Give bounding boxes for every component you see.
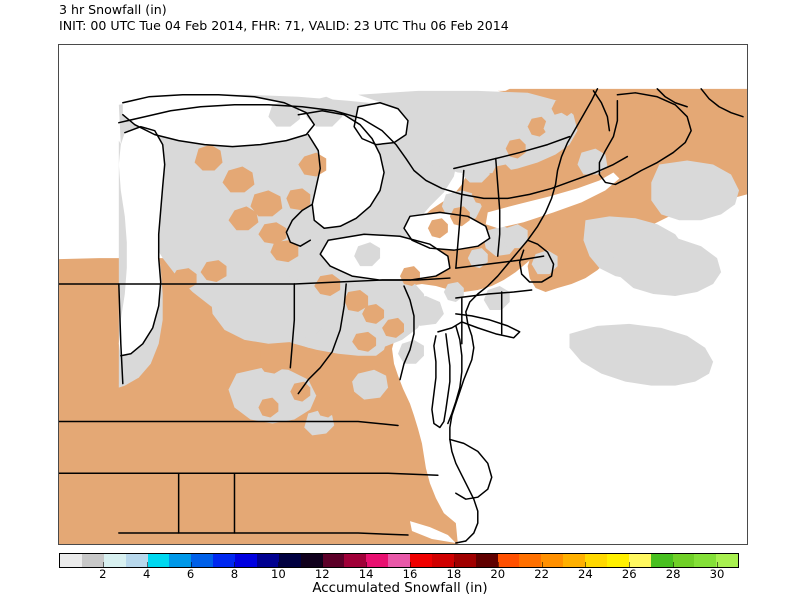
figure-title-line-2: INIT: 00 UTC Tue 04 Feb 2014, FHR: 71, V… xyxy=(59,17,509,33)
colorbar-tick-label: 8 xyxy=(230,567,239,581)
colorbar-segment[interactable] xyxy=(672,554,695,567)
colorbar-segment[interactable] xyxy=(60,554,82,567)
colorbar-segment[interactable] xyxy=(519,554,542,567)
figure-title-line-1: 3 hr Snowfall (in) xyxy=(59,2,167,17)
colorbar-tick-label: 20 xyxy=(490,567,506,581)
colorbar-tick-label: 30 xyxy=(709,567,725,581)
colorbar-segment[interactable] xyxy=(169,554,192,567)
colorbar-segment[interactable] xyxy=(585,554,607,567)
gray-speckle xyxy=(268,96,608,364)
colorbar-segments[interactable] xyxy=(60,554,739,567)
colorbar-tick-label: 24 xyxy=(578,567,593,581)
colorbar-caption: Accumulated Snowfall (in) xyxy=(312,581,488,596)
colorbar-segment[interactable] xyxy=(606,554,629,567)
colorbar-tick-label: 18 xyxy=(446,567,462,581)
colorbar[interactable] xyxy=(59,553,739,568)
colorbar-segment[interactable] xyxy=(191,554,214,567)
colorbar-tick-labels: 2 4 6 8 10 12 14 16 18 20 22 24 26 28 30 xyxy=(59,568,739,582)
colorbar-tick-label: 16 xyxy=(402,567,418,581)
colorbar-segment[interactable] xyxy=(716,554,739,567)
colorbar-tick-label: 28 xyxy=(665,567,681,581)
colorbar-segment[interactable] xyxy=(541,554,564,567)
colorbar-tick-label: 12 xyxy=(314,567,330,581)
colorbar-segment[interactable] xyxy=(628,554,651,567)
colorbar-segment[interactable] xyxy=(650,554,673,567)
colorbar-segment[interactable] xyxy=(344,554,367,567)
colorbar-segment[interactable] xyxy=(431,554,454,567)
colorbar-segment[interactable] xyxy=(103,554,126,567)
political-boundaries xyxy=(59,88,744,544)
light-band-speckle xyxy=(170,96,660,430)
map-panel[interactable] xyxy=(58,44,748,545)
colorbar-tick-label: 4 xyxy=(143,567,151,581)
colorbar-segment[interactable] xyxy=(475,554,498,567)
colorbar-segment[interactable] xyxy=(278,554,301,567)
colorbar-tick-label: 6 xyxy=(186,567,195,581)
colorbar-segment[interactable] xyxy=(694,554,717,567)
colorbar-segment[interactable] xyxy=(81,554,104,567)
colorbar-segment[interactable] xyxy=(125,554,148,567)
colorbar-segment[interactable] xyxy=(322,554,345,567)
colorbar-segment[interactable] xyxy=(147,554,170,567)
colorbar-segment[interactable] xyxy=(388,554,410,567)
colorbar-segment[interactable] xyxy=(366,554,389,567)
figure-title-block: 3 hr Snowfall (in) INIT: 00 UTC Tue 04 F… xyxy=(59,2,759,33)
colorbar-segment[interactable] xyxy=(213,554,235,567)
colorbar-segment[interactable] xyxy=(453,554,476,567)
colorbar-tick-label: 2 xyxy=(99,567,107,581)
colorbar-segment[interactable] xyxy=(410,554,432,567)
colorbar-segment[interactable] xyxy=(300,554,323,567)
colorbar-tick-label: 26 xyxy=(621,567,637,581)
colorbar-tick-label: 10 xyxy=(270,567,286,581)
colorbar-segment[interactable] xyxy=(235,554,257,567)
colorbar-segment[interactable] xyxy=(256,554,279,567)
colorbar-tick-label: 14 xyxy=(358,567,374,581)
colorbar-segment[interactable] xyxy=(497,554,520,567)
colorbar-segment[interactable] xyxy=(563,554,585,567)
colorbar-tick-label: 22 xyxy=(534,567,549,581)
map-canvas[interactable] xyxy=(59,45,747,544)
